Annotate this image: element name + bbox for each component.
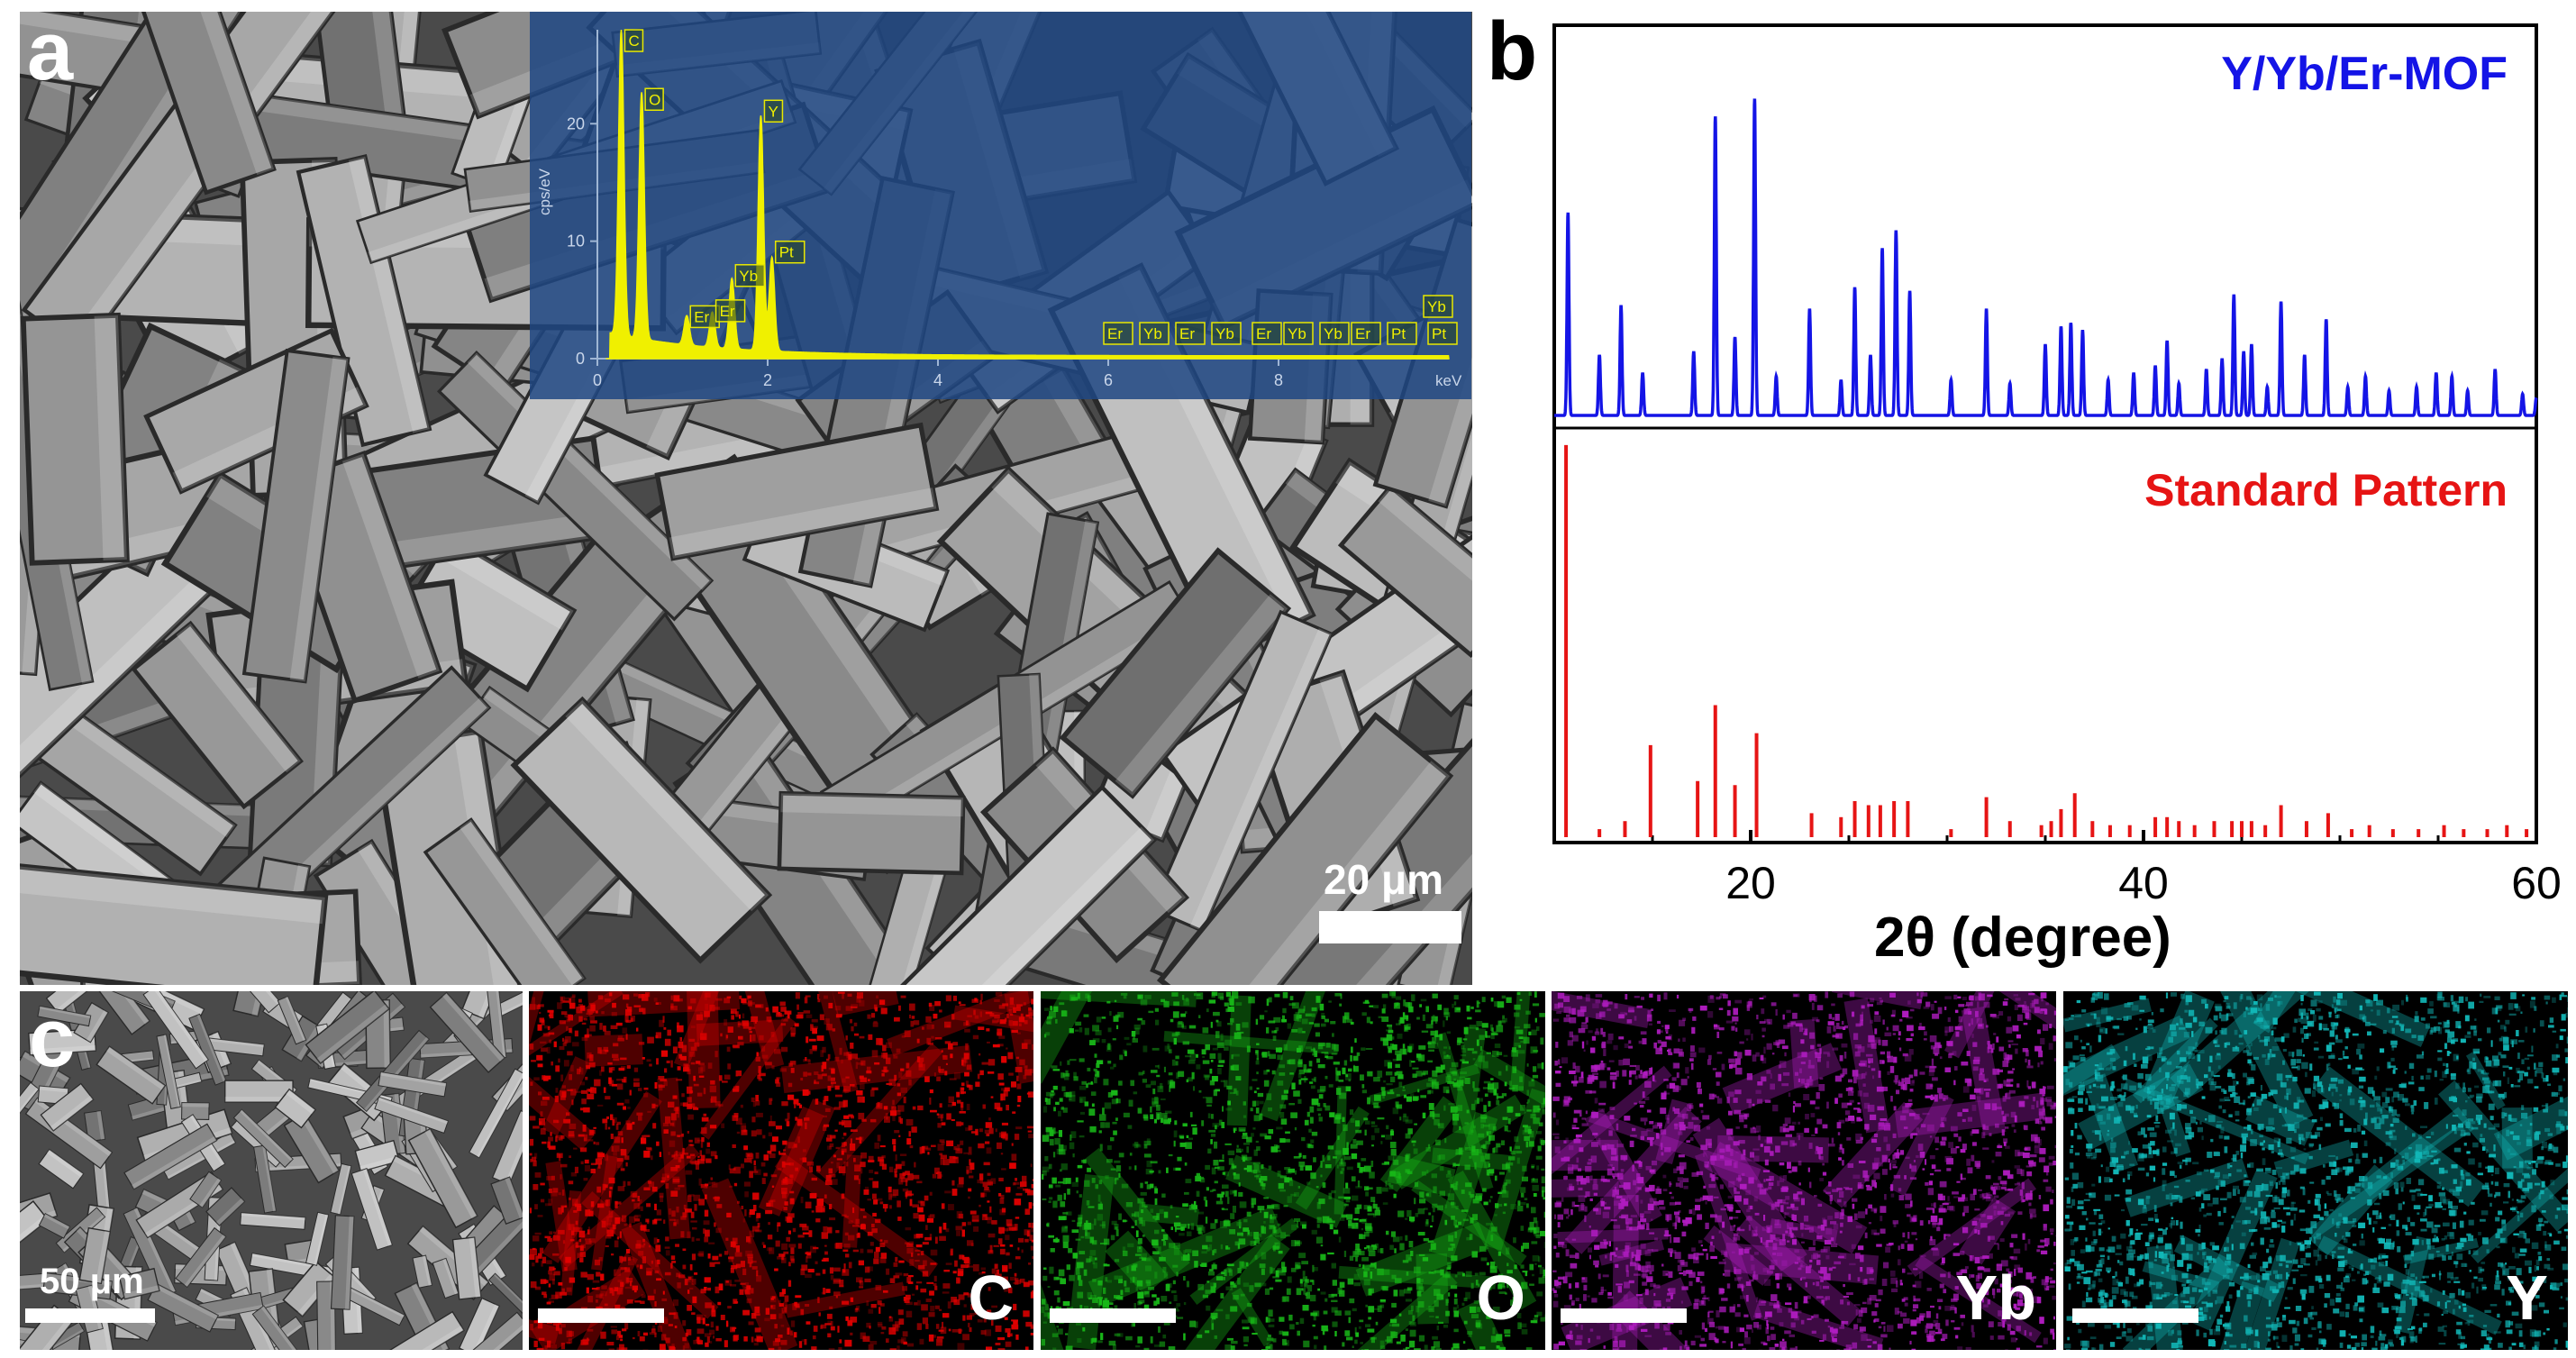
x-axis-label: 2θ (degree)	[1874, 907, 2171, 969]
x-tick-label: 20	[1725, 858, 1776, 908]
eds-inset: 0 2 4 6 8 keV 0 10 20 cps/eV C O Y Yb Pt Er Er Er Yb Er Yb Er…	[530, 12, 1471, 399]
panel-c-sem: c 50 μm	[20, 991, 523, 1350]
sem-image-c	[20, 991, 523, 1350]
eds-x-tick: 6	[1104, 371, 1113, 389]
scale-bar	[1561, 1308, 1687, 1323]
eds-x-tick: 4	[933, 371, 942, 389]
svg-text:Er: Er	[694, 308, 709, 325]
eds-peak-label: Yb	[1283, 322, 1314, 345]
svg-text:Pt: Pt	[1391, 325, 1406, 342]
eds-peak-label: Yb	[734, 264, 766, 287]
svg-text:Er: Er	[1107, 325, 1123, 342]
series-label-standard: Standard Pattern	[2144, 465, 2508, 515]
scale-bar-a	[1319, 911, 1461, 943]
element-label: C	[968, 1262, 1014, 1333]
svg-text:Yb: Yb	[1143, 325, 1162, 342]
svg-text:Er: Er	[1355, 325, 1370, 342]
element-map-texture	[1041, 991, 1545, 1350]
svg-text:Yb: Yb	[1215, 325, 1234, 342]
panel-label-a: a	[27, 12, 74, 97]
svg-text:Yb: Yb	[1324, 325, 1343, 342]
eds-peak-label: Yb	[1139, 322, 1170, 345]
series-label-mof: Y/Yb/Er-MOF	[2221, 48, 2508, 100]
eds-y-tick: 0	[576, 350, 585, 368]
eds-peak-label: Pt	[1387, 322, 1417, 345]
eds-peak-label: Er	[1252, 322, 1282, 345]
eds-peak-label: O	[644, 87, 664, 111]
element-map-yb: Yb	[1552, 991, 2056, 1350]
eds-peak-label: Er	[715, 299, 746, 323]
eds-x-tick: 0	[593, 371, 602, 389]
svg-text:Er: Er	[1256, 325, 1271, 342]
eds-peak-label: Yb	[1319, 322, 1350, 345]
eds-peak-label: Yb	[1211, 322, 1242, 345]
scale-bar	[538, 1308, 664, 1323]
element-label: Yb	[1955, 1262, 2036, 1333]
scale-bar-label-c: 50 μm	[40, 1262, 144, 1301]
xrd-chart: 20 40 60	[1552, 23, 2562, 908]
eds-peak-label: Er	[689, 305, 720, 329]
svg-text:Pt: Pt	[779, 244, 794, 261]
series-mof-line	[1554, 98, 2538, 417]
svg-text:O: O	[649, 91, 660, 108]
eds-y-tick: 20	[567, 114, 585, 132]
scale-bar	[2072, 1308, 2198, 1323]
element-map-y: Y	[2063, 991, 2568, 1350]
element-map-texture	[529, 991, 1033, 1350]
svg-text:Pt: Pt	[1432, 325, 1446, 342]
svg-text:Yb: Yb	[1288, 325, 1306, 342]
eds-x-tick: 8	[1274, 371, 1283, 389]
element-map-texture	[1552, 991, 2056, 1350]
eds-y-label: cps/eV	[536, 168, 553, 215]
x-tick-label: 40	[2118, 858, 2169, 908]
element-map-o: O	[1041, 991, 1545, 1350]
element-label: Y	[2506, 1262, 2548, 1333]
panel-a: a 20 μm 0 2 4 6 8 keV 0 10 20 cps/eV C O Y Yb Pt Er Er Er…	[20, 12, 1472, 985]
eds-peak-label: Y	[763, 99, 784, 123]
svg-text:Yb: Yb	[739, 268, 758, 285]
svg-text:Er: Er	[1179, 325, 1195, 342]
element-label: O	[1476, 1262, 1525, 1333]
element-map-texture	[2063, 991, 2568, 1350]
eds-peak-label: Er	[1103, 322, 1133, 345]
eds-peak-label: Pt	[1427, 322, 1458, 345]
element-map-c: C	[529, 991, 1033, 1350]
scale-bar-c	[25, 1308, 155, 1323]
scale-bar	[1050, 1308, 1176, 1323]
scale-bar-label-a: 20 μm	[1324, 856, 1443, 903]
svg-text:Y: Y	[768, 103, 778, 120]
eds-y-tick: 10	[567, 232, 585, 251]
svg-text:Er: Er	[720, 303, 735, 320]
eds-x-tick: 2	[763, 371, 772, 389]
panel-label-c: c	[29, 992, 76, 1084]
x-tick-label: 60	[2511, 858, 2562, 908]
eds-x-unit: keV	[1435, 372, 1462, 389]
plot-frame	[1552, 23, 2538, 844]
eds-peak-label: Yb	[1423, 295, 1453, 318]
eds-peak-label: Er	[1351, 322, 1381, 345]
eds-peak-label: C	[624, 29, 644, 52]
eds-peak-label: Er	[1175, 322, 1206, 345]
panel-label-b: b	[1487, 5, 1538, 97]
svg-text:Yb: Yb	[1427, 298, 1446, 315]
eds-trace	[605, 30, 1450, 360]
eds-peak-label: Pt	[774, 240, 806, 264]
svg-text:C: C	[628, 32, 639, 50]
panel-b: b 20 40 60 Y/Yb/Er-MOF Standard Pattern 2θ…	[1478, 0, 2576, 991]
eds-spectrum: 0 2 4 6 8 keV 0 10 20 cps/eV C O Y Yb Pt Er Er Er Yb Er Yb Er…	[536, 29, 1462, 389]
